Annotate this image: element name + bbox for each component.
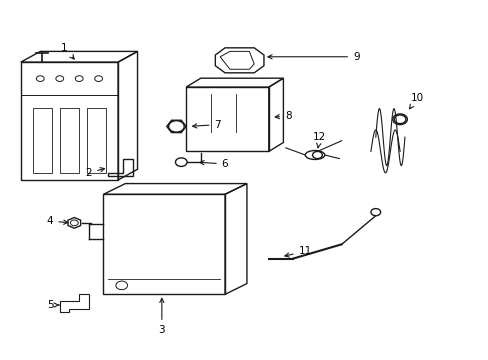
Text: 4: 4	[46, 216, 68, 226]
Text: 9: 9	[267, 52, 359, 62]
Text: 8: 8	[275, 111, 291, 121]
Bar	[60, 108, 79, 173]
Text: 2: 2	[85, 168, 104, 178]
Text: 7: 7	[192, 120, 221, 130]
Text: 5: 5	[46, 300, 59, 310]
Text: 3: 3	[158, 298, 165, 335]
Text: 12: 12	[313, 132, 326, 148]
Bar	[87, 108, 106, 173]
Text: 1: 1	[61, 43, 74, 59]
Text: 11: 11	[285, 247, 311, 257]
Text: 6: 6	[200, 159, 228, 169]
Bar	[32, 108, 52, 173]
Text: 10: 10	[409, 93, 423, 109]
